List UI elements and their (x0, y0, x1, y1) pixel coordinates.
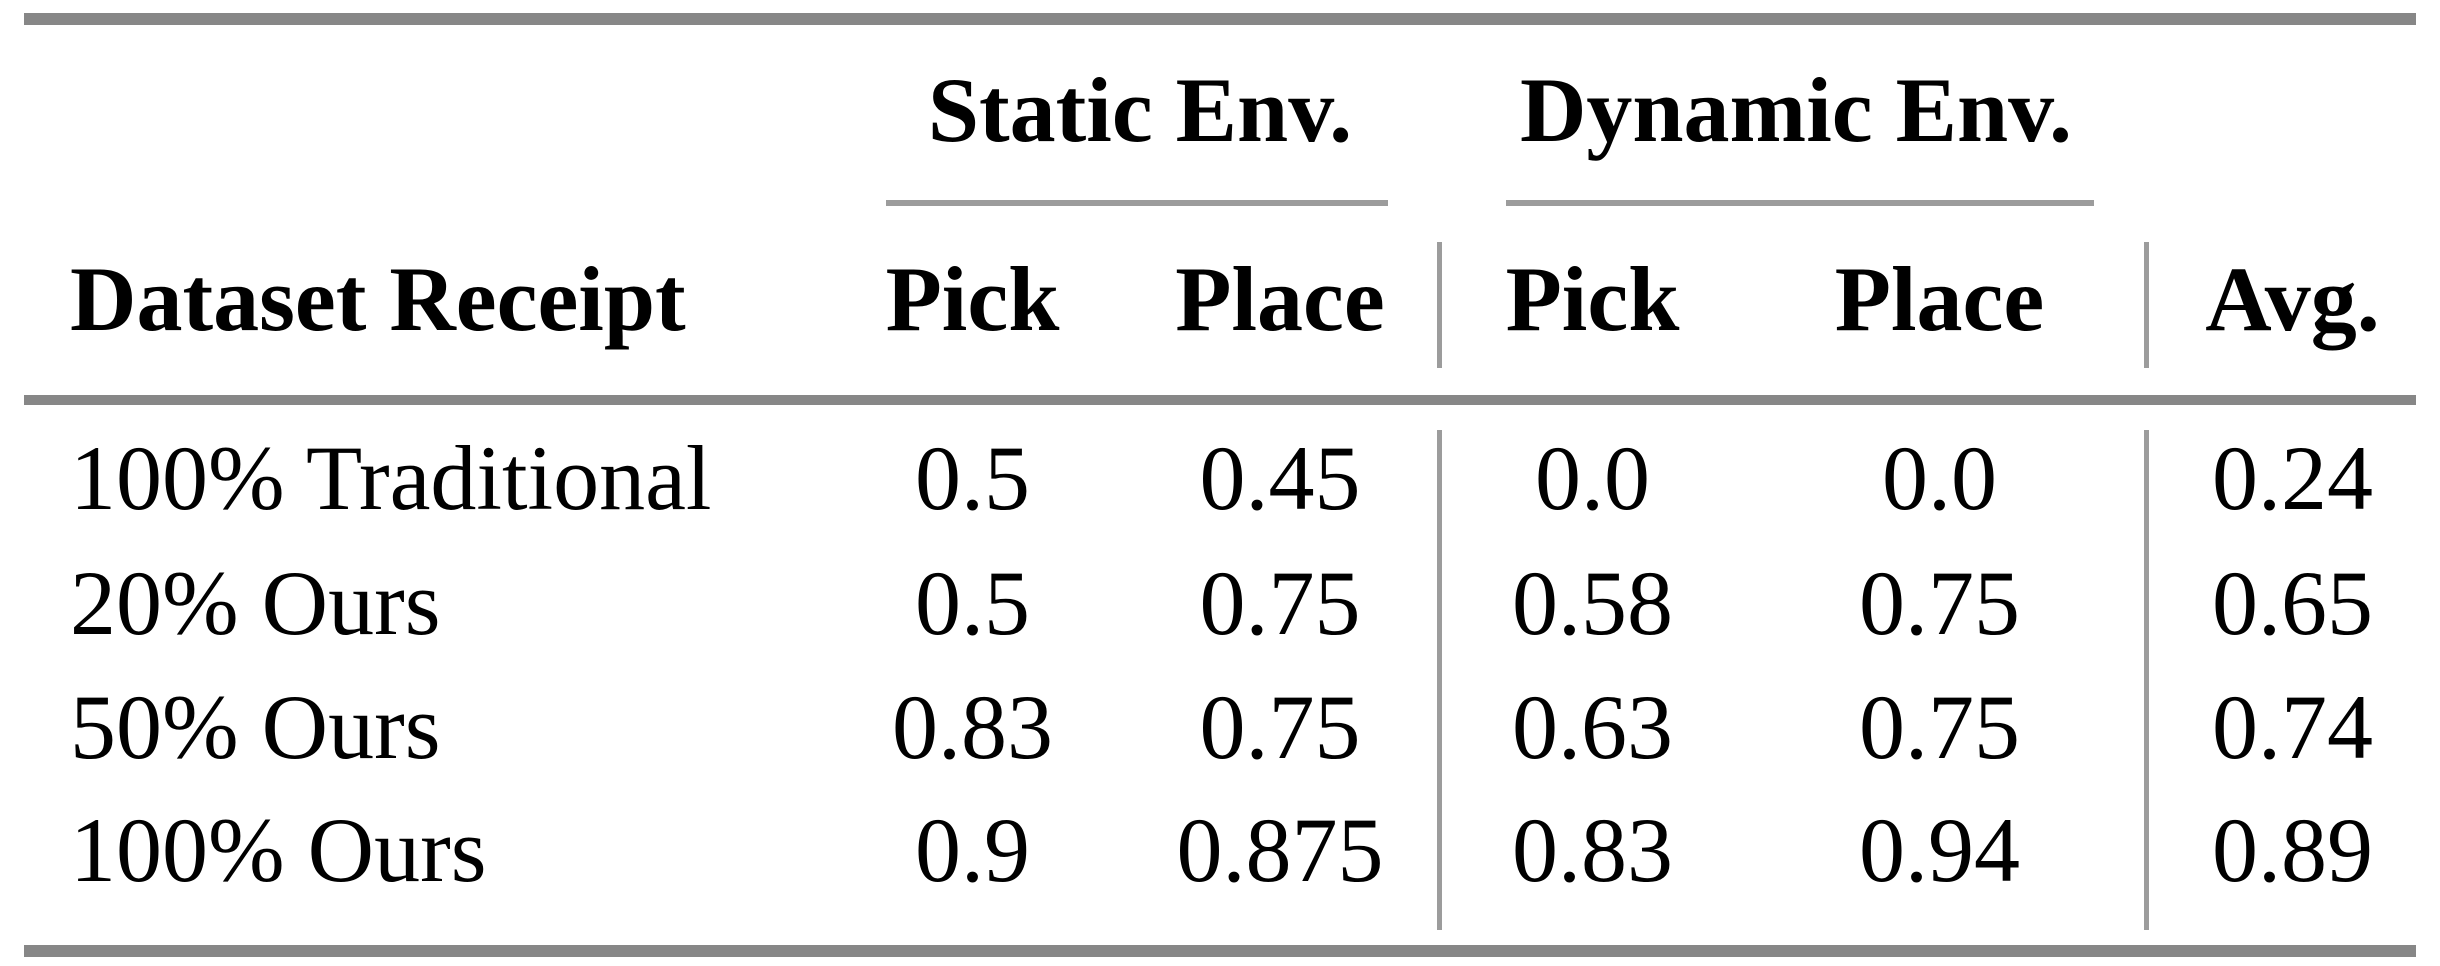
cell-dynamic-place: 0.0 (1882, 427, 1997, 529)
cell-static-pick: 0.5 (915, 427, 1030, 529)
dynamic-env-cmidrule (1506, 200, 2094, 206)
cell-static-place: 0.75 (1199, 676, 1361, 778)
cell-avg: 0.74 (2212, 676, 2373, 778)
cell-dataset: 50% Ours (70, 676, 441, 778)
cell-static-pick: 0.5 (915, 552, 1030, 654)
cell-dynamic-place: 0.75 (1859, 676, 2020, 778)
cell-static-place: 0.45 (1199, 427, 1361, 529)
cell-dynamic-place: 0.94 (1859, 799, 2020, 901)
column-header-avg: Avg. (2205, 248, 2380, 350)
column-header-row: Dataset Receipt Pick Place Pick Place Av… (0, 244, 2440, 354)
cell-dynamic-pick: 0.0 (1535, 427, 1650, 529)
table-mid-rule (24, 395, 2416, 405)
group-header-static-env: Static Env. (927, 59, 1353, 161)
column-header-static-pick: Pick (885, 248, 1060, 350)
table-row: 20% Ours 0.5 0.75 0.58 0.75 0.65 (0, 548, 2440, 658)
cell-avg: 0.24 (2212, 427, 2373, 529)
cell-avg: 0.65 (2212, 552, 2373, 654)
cell-dataset: 100% Traditional (70, 427, 712, 529)
column-header-dynamic-place: Place (1834, 248, 2045, 350)
table-row: 100% Ours 0.9 0.875 0.83 0.94 0.89 (0, 795, 2440, 905)
table-top-rule (24, 13, 2416, 25)
cell-static-pick: 0.83 (892, 676, 1053, 778)
column-header-static-place: Place (1175, 248, 1385, 350)
group-header-row: Static Env. Dynamic Env. (0, 55, 2440, 165)
cell-dynamic-pick: 0.83 (1512, 799, 1673, 901)
cell-dynamic-place: 0.75 (1859, 552, 2020, 654)
column-header-dynamic-pick: Pick (1505, 248, 1680, 350)
cell-avg: 0.89 (2212, 799, 2373, 901)
body-vertical-separator-2 (2144, 430, 2149, 930)
cell-dynamic-pick: 0.58 (1512, 552, 1673, 654)
cell-dataset: 100% Ours (70, 799, 487, 901)
column-header-dataset-receipt: Dataset Receipt (70, 248, 686, 350)
cell-dynamic-pick: 0.63 (1512, 676, 1673, 778)
header-vertical-separator-1 (1437, 242, 1442, 368)
cell-static-pick: 0.9 (915, 799, 1030, 901)
group-header-dynamic-env: Dynamic Env. (1519, 59, 2073, 161)
body-vertical-separator-1 (1437, 430, 1442, 930)
table-row: 100% Traditional 0.5 0.45 0.0 0.0 0.24 (0, 423, 2440, 533)
cell-dataset: 20% Ours (70, 552, 441, 654)
cell-static-place: 0.875 (1176, 799, 1384, 901)
header-vertical-separator-2 (2144, 242, 2149, 368)
cell-static-place: 0.75 (1199, 552, 1361, 654)
table-bottom-rule (24, 945, 2416, 957)
static-env-cmidrule (886, 200, 1388, 206)
table-row: 50% Ours 0.83 0.75 0.63 0.75 0.74 (0, 672, 2440, 782)
